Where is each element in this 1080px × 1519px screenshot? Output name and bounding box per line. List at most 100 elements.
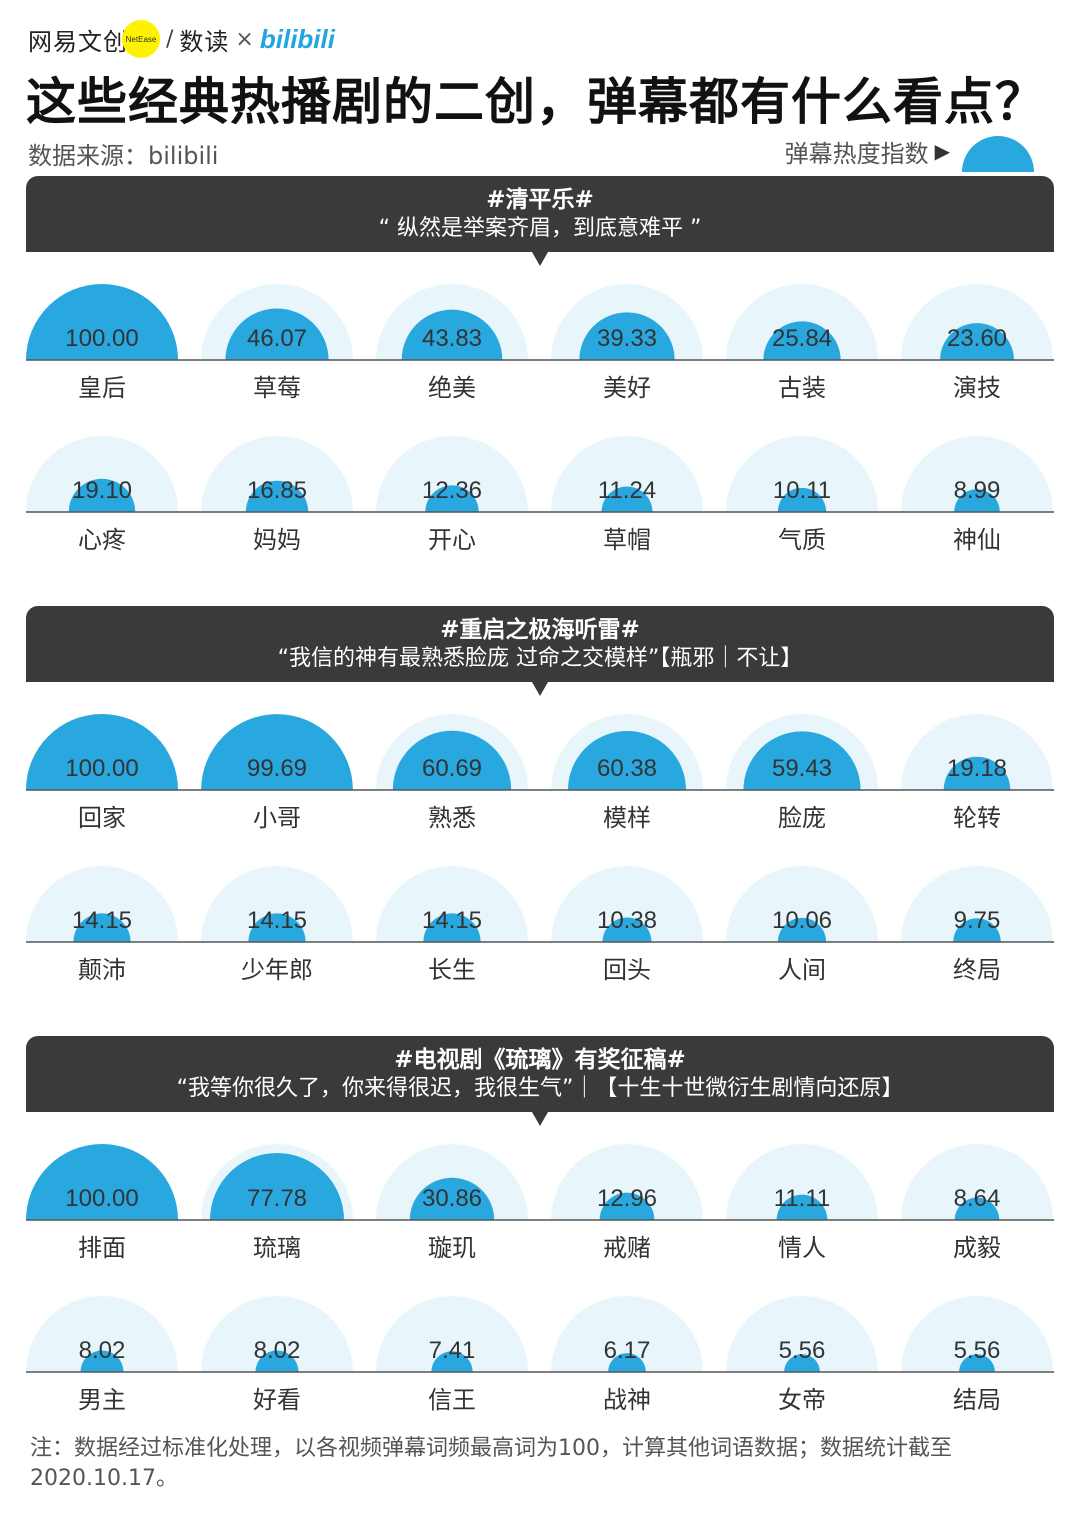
category-label: 战神 <box>603 1386 651 1414</box>
value-label: 19.18 <box>947 755 1007 782</box>
bar-dome <box>579 312 675 360</box>
shudu-logo-text: 数读 <box>179 27 230 56</box>
category-label: 好看 <box>253 1386 301 1414</box>
value-label: 100.00 <box>65 325 138 352</box>
section-header-liuli: #电视剧《琉璃》有奖征稿# “我等你很久了，你来得很迟，我很生气”｜【十生十世微… <box>26 1036 1054 1126</box>
legend-dome-icon <box>962 136 1034 172</box>
bar-dome <box>959 1354 995 1372</box>
value-label: 10.38 <box>597 907 657 934</box>
halo-dome <box>551 1144 703 1220</box>
bar-dome <box>255 1350 299 1372</box>
category-label: 女帝 <box>778 1386 826 1414</box>
halo-dome <box>551 866 703 942</box>
value-label: 60.69 <box>422 755 482 782</box>
section-quote: “ 纵然是举案齐眉，到底意难平 ” <box>378 216 702 241</box>
value-label: 16.85 <box>247 477 307 504</box>
value-label: 14.15 <box>72 907 132 934</box>
value-label: 8.64 <box>954 1185 1001 1212</box>
bar-dome <box>26 1144 178 1220</box>
category-label: 神仙 <box>953 526 1001 554</box>
bar-dome <box>73 913 131 942</box>
halo-dome <box>901 714 1053 790</box>
halo-dome <box>551 1296 703 1372</box>
bar-dome <box>953 918 1001 942</box>
category-label: 古装 <box>778 374 826 402</box>
category-label: 心疼 <box>78 526 126 554</box>
section-quote: “我信的神有最熟悉脸庞 过命之交模样”【瓶邪｜不让】 <box>277 646 803 671</box>
bar-dome <box>743 731 861 790</box>
category-label: 琉璃 <box>253 1234 301 1262</box>
value-label: 25.84 <box>772 325 832 352</box>
category-label: 草莓 <box>253 374 301 402</box>
halo-dome <box>901 1144 1053 1220</box>
value-label: 5.56 <box>779 1337 826 1364</box>
chart-qingpingle: 100.00 皇后 46.07 草莓 43.83 绝美 39.33 美好 25.84 古装 23.6… <box>26 284 1054 554</box>
category-label: 气质 <box>778 526 826 554</box>
category-label: 长生 <box>428 956 476 984</box>
halo-dome <box>26 1296 178 1372</box>
halo-dome <box>726 866 878 942</box>
value-label: 10.06 <box>772 907 832 934</box>
value-label: 59.43 <box>772 755 832 782</box>
value-label: 10.11 <box>773 477 831 504</box>
halo-dome <box>901 436 1053 512</box>
bar-dome <box>763 321 841 360</box>
value-label: 11.11 <box>774 1185 831 1212</box>
category-label: 戒赌 <box>603 1234 651 1262</box>
legend-arrow-icon: ▶ <box>934 139 950 163</box>
bar-dome <box>425 485 479 512</box>
category-label: 成毅 <box>953 1234 1001 1262</box>
netease-logo-text: 网易文创 <box>28 27 128 56</box>
value-label: 46.07 <box>247 325 307 352</box>
bar-dome <box>954 1197 1000 1220</box>
halo-dome <box>726 1296 878 1372</box>
halo-dome <box>201 1296 353 1372</box>
halo-dome <box>26 866 178 942</box>
bar-dome <box>392 730 512 790</box>
bar-dome <box>26 714 178 790</box>
value-label: 11.24 <box>598 477 656 504</box>
section-header-jihaitinglei: #重启之极海听雷# “我信的神有最熟悉脸庞 过命之交模样”【瓶邪｜不让】 <box>26 606 1054 696</box>
value-label: 77.78 <box>247 1185 307 1212</box>
value-label: 8.99 <box>954 477 1001 504</box>
halo-dome <box>551 436 703 512</box>
halo-dome <box>201 436 353 512</box>
category-label: 脸庞 <box>778 804 826 832</box>
section-title: #清平乐# <box>486 187 594 213</box>
value-label: 30.86 <box>422 1185 482 1212</box>
category-label: 终局 <box>953 956 1001 984</box>
bar-dome <box>409 1177 495 1220</box>
value-label: 19.10 <box>72 477 132 504</box>
bar-dome <box>601 486 653 512</box>
bar-dome <box>201 714 353 790</box>
value-label: 8.02 <box>254 1337 301 1364</box>
value-label: 14.15 <box>247 907 307 934</box>
section-title: #电视剧《琉璃》有奖征稿# <box>394 1047 686 1073</box>
bar-dome <box>784 1354 820 1372</box>
category-label: 回头 <box>603 956 651 984</box>
category-label: 人间 <box>778 956 826 984</box>
value-label: 12.96 <box>597 1185 657 1212</box>
value-label: 6.17 <box>604 1337 651 1364</box>
value-label: 60.38 <box>597 755 657 782</box>
category-label: 妈妈 <box>253 526 301 554</box>
bar-dome <box>940 323 1014 360</box>
category-label: 开心 <box>428 526 476 554</box>
brand-bar: 网易文创 NetEase / 数读 × bilibili <box>28 20 335 58</box>
bar-dome <box>401 309 503 360</box>
chart-jihaitinglei: 100.00 回家 99.69 小哥 60.69 熟悉 60.38 模样 59.43 脸庞 19.1… <box>26 714 1054 984</box>
category-label: 情人 <box>778 1234 826 1262</box>
category-label: 模样 <box>603 804 651 832</box>
page-title: 这些经典热播剧的二创，弹幕都有什么看点？ <box>26 73 1046 131</box>
bar-dome <box>954 489 1000 512</box>
category-label: 绝美 <box>428 374 476 402</box>
halo-dome <box>901 284 1053 360</box>
halo-dome <box>376 1296 528 1372</box>
category-label: 轮转 <box>953 804 1001 832</box>
section-quote: “我等你很久了，你来得很迟，我很生气”｜【十生十世微衍生剧情向还原】 <box>176 1076 904 1101</box>
value-label: 14.15 <box>422 907 482 934</box>
bar-dome <box>68 478 136 512</box>
value-label: 43.83 <box>422 325 482 352</box>
value-label: 100.00 <box>65 1185 138 1212</box>
category-label: 回家 <box>78 804 126 832</box>
